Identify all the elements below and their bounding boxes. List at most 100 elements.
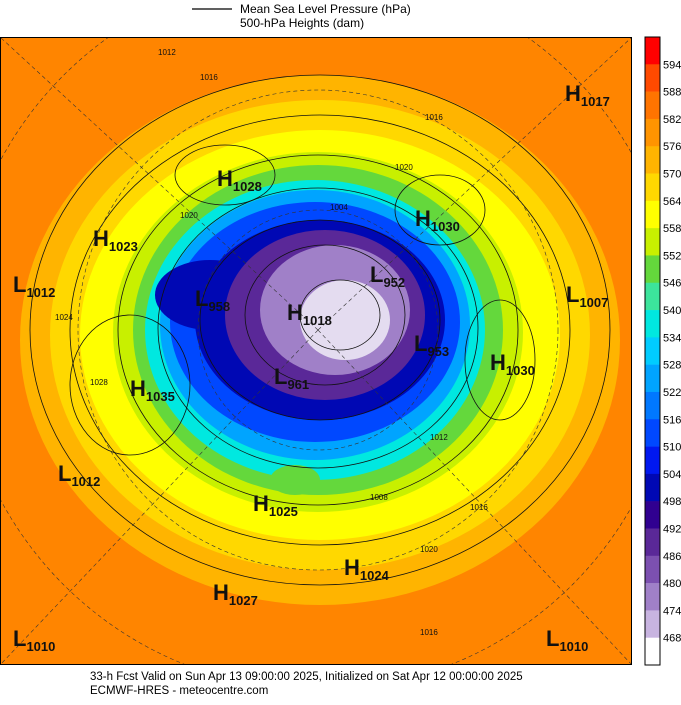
colorbar-label: 474	[663, 605, 681, 617]
colorbar-label: 504	[663, 469, 681, 481]
pressure-center: H1018	[287, 300, 332, 328]
center-value: 1018	[303, 313, 332, 328]
colorbar-segment	[645, 528, 660, 557]
pressure-center: L1010	[13, 626, 55, 654]
contour-label: 1012	[430, 433, 448, 442]
colorbar-segment	[645, 419, 660, 447]
colorbar: 594 588 582 576 570 564 558 552 546 540 534 528 522 5…	[644, 36, 681, 666]
legend-pressure: Mean Sea Level Pressure (hPa)	[240, 2, 411, 16]
colorbar-segment	[645, 473, 660, 502]
footer-source: ECMWF-HRES - meteocentre.com	[90, 685, 268, 697]
center-value: 952	[383, 275, 405, 290]
contour-label: 1024	[55, 313, 73, 322]
colorbar-label: 486	[663, 551, 681, 563]
contour-label: 1016	[470, 503, 488, 512]
colorbar-segment	[645, 583, 660, 611]
colorbar-segment	[645, 91, 660, 120]
contour-label: 1020	[395, 163, 413, 172]
center-value: 1025	[269, 504, 298, 519]
center-letter: H	[130, 376, 146, 401]
colorbar-label: 528	[663, 360, 681, 372]
pressure-center: H1028	[217, 166, 262, 194]
center-value: 961	[287, 377, 309, 392]
contour-label: 1004	[330, 203, 348, 212]
colorbar-segment	[645, 391, 660, 420]
center-value: 1012	[26, 285, 55, 300]
contour-label: 1016	[200, 73, 218, 82]
pressure-center: L1012	[13, 272, 55, 300]
contour-label: 1016	[420, 628, 438, 637]
colorbar-segment	[645, 337, 660, 365]
center-letter: H	[415, 206, 431, 231]
colorbar-segment	[645, 64, 660, 92]
colorbar-segment	[645, 637, 660, 666]
pressure-center: L953	[414, 331, 449, 359]
colorbar-segment	[645, 282, 660, 311]
colorbar-label: 510	[663, 442, 681, 454]
colorbar-label: 564	[663, 196, 681, 208]
colorbar-label: 492	[663, 523, 681, 535]
center-letter: L	[414, 331, 427, 356]
colorbar-segment	[645, 364, 660, 393]
colorbar-label: 498	[663, 496, 681, 508]
colorbar-label: 546	[663, 278, 681, 290]
colorbar-segment	[645, 228, 660, 256]
colorbar-label: 516	[663, 414, 681, 426]
colorbar-label: 594	[663, 59, 681, 71]
center-value: 1010	[559, 639, 588, 654]
colorbar-segment	[645, 555, 660, 584]
center-letter: L	[546, 626, 559, 651]
center-letter: H	[213, 580, 229, 605]
center-letter: H	[253, 491, 269, 516]
colorbar-label: 540	[663, 305, 681, 317]
colorbar-segment	[645, 446, 660, 475]
contour-label: 1016	[425, 113, 443, 122]
pressure-center: H1035	[130, 376, 175, 404]
contour-label: 1028	[90, 378, 108, 387]
center-value: 1023	[109, 239, 138, 254]
pressure-center: L952	[370, 262, 405, 290]
colorbar-segment	[645, 610, 660, 638]
colorbar-label: 588	[663, 87, 681, 99]
center-letter: H	[287, 300, 303, 325]
colorbar-segment	[645, 501, 660, 529]
center-letter: H	[217, 166, 233, 191]
colorbar-label: 552	[663, 250, 681, 262]
legend-heights: 500-hPa Heights (dam)	[240, 16, 364, 30]
contour-label: 1020	[180, 211, 198, 220]
colorbar-label: 582	[663, 114, 681, 126]
center-letter: H	[490, 350, 506, 375]
colorbar-label: 570	[663, 169, 681, 181]
colorbar-label: 468	[663, 633, 681, 645]
center-letter: L	[195, 286, 208, 311]
center-letter: H	[344, 555, 360, 580]
center-letter: L	[13, 626, 26, 651]
colorbar-label: 522	[663, 387, 681, 399]
pressure-center: H1027	[213, 580, 258, 608]
pressure-center: L958	[195, 286, 230, 314]
colorbar-segment	[645, 200, 660, 229]
pressure-center: L1007	[566, 282, 608, 310]
pressure-center: L961	[274, 364, 309, 392]
colorbar-frame	[644, 36, 661, 666]
center-value: 958	[208, 299, 230, 314]
center-letter: L	[370, 262, 383, 287]
pressure-center: L1012	[58, 461, 100, 489]
pressure-center: H1023	[93, 226, 138, 254]
colorbar-segment	[645, 310, 660, 338]
center-letter: H	[93, 226, 109, 251]
contour-label: 1012	[158, 48, 176, 57]
center-value: 1007	[579, 295, 608, 310]
colorbar-label: 558	[663, 223, 681, 235]
pressure-center: H1024	[344, 555, 390, 583]
contour-label: 1008	[370, 493, 388, 502]
colorbar-label: 480	[663, 578, 681, 590]
center-letter: L	[13, 272, 26, 297]
pressure-center: H1030	[490, 350, 535, 378]
center-value: 1010	[26, 639, 55, 654]
center-value: 1027	[229, 593, 258, 608]
colorbar-segment	[645, 118, 660, 147]
colorbar-label: 534	[663, 332, 681, 344]
colorbar-segment	[645, 37, 660, 65]
